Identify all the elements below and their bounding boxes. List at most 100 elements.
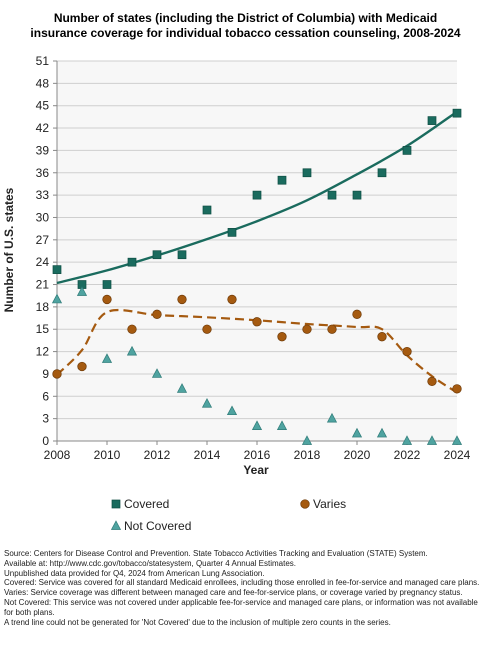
varies-trend-line — [56, 308, 458, 394]
x-tick-label: 2018 — [294, 448, 321, 462]
covered-point — [52, 265, 62, 274]
footnote-line: Covered: Service was covered for all sta… — [4, 578, 480, 588]
covered-point — [377, 168, 387, 178]
varies-point — [52, 369, 62, 379]
x-tick-label: 2012 — [144, 448, 171, 462]
not-covered-point — [176, 383, 188, 393]
covered-point — [402, 146, 412, 155]
covered-point — [177, 250, 187, 260]
not-covered-point — [201, 397, 213, 408]
y-tick-label: 27 — [36, 233, 50, 247]
y-tick-label: 9 — [42, 367, 49, 381]
footnote-line: Not Covered: This service was not covere… — [4, 597, 478, 617]
not-covered-point — [426, 435, 438, 445]
y-tick-label: 0 — [42, 434, 49, 448]
y-tick-label: 42 — [36, 121, 50, 135]
varies-point — [127, 324, 137, 334]
data-points — [51, 108, 463, 445]
varies-point — [77, 361, 87, 372]
y-tick-label: 15 — [36, 322, 50, 336]
footnotes: Source: Centers for Disease Control and … — [4, 549, 488, 627]
y-tick-label: 24 — [36, 255, 50, 269]
chart-title: Number of states (including the District… — [0, 11, 491, 41]
covered-point — [302, 168, 312, 178]
x-tick-label: 2014 — [194, 448, 221, 462]
y-tick-label: 48 — [36, 76, 50, 90]
varies-legend-label: Varies — [313, 497, 346, 511]
x-tick-label: 2010 — [94, 448, 121, 462]
not-covered-point — [401, 435, 413, 445]
y-tick-label: 6 — [42, 389, 49, 403]
covered-point — [327, 190, 337, 200]
footnote-line: A trend line could not be generated for … — [4, 617, 391, 627]
y-tick-label: 51 — [36, 54, 50, 68]
footnote-line: Available at: http://www.cdc.gov/tobacco… — [4, 558, 296, 568]
varies-point — [277, 332, 287, 342]
x-axis-title: Year — [243, 463, 269, 477]
not-covered-point — [376, 427, 388, 438]
covered-point — [352, 190, 362, 200]
covered-legend-marker — [111, 499, 121, 509]
varies-point — [352, 309, 362, 319]
y-tick-label: 21 — [36, 278, 50, 292]
varies-point — [302, 324, 312, 334]
varies-point — [427, 376, 437, 387]
footnote-line: Varies: Service coverage was different b… — [4, 588, 463, 598]
varies-point — [452, 384, 462, 394]
legend: Covered Varies Not Covered — [110, 497, 346, 533]
varies-point — [377, 332, 387, 342]
covered-point — [252, 190, 262, 200]
not-covered-point — [226, 405, 238, 416]
covered-point — [152, 250, 162, 260]
covered-point — [227, 228, 237, 237]
varies-point — [327, 324, 337, 334]
y-tick-label: 30 — [36, 210, 50, 224]
varies-point — [102, 294, 112, 305]
covered-point — [427, 116, 437, 125]
x-tick-label: 2008 — [44, 448, 71, 462]
not-covered-point — [326, 412, 338, 423]
x-tick-label: 2020 — [344, 448, 371, 462]
y-tick-label: 18 — [36, 300, 50, 314]
plot-background — [57, 61, 457, 441]
varies-point — [402, 346, 412, 357]
varies-point — [152, 309, 162, 319]
footnote-line: Unpublished data provided for Q4, 2024 f… — [4, 568, 265, 578]
varies-point — [227, 294, 237, 305]
not-covered-point — [101, 353, 113, 363]
varies-point — [202, 324, 212, 334]
not-covered-point — [76, 286, 88, 296]
y-tick-label: 3 — [42, 412, 49, 426]
covered-point — [127, 257, 137, 267]
y-tick-label: 36 — [36, 166, 50, 180]
y-tick-label: 12 — [36, 345, 50, 359]
y-tick-label: 45 — [36, 99, 50, 113]
trend-lines — [56, 110, 458, 394]
y-tick-label: 39 — [36, 143, 50, 157]
y-axis-title: Number of U.S. states — [2, 187, 16, 312]
chart-title-line-2: insurance coverage for individual tobacc… — [30, 26, 461, 40]
not-covered-point — [276, 420, 288, 430]
not-covered-legend-marker — [110, 520, 122, 530]
varies-legend-marker — [300, 499, 310, 509]
chart-title-line-1: Number of states (including the District… — [53, 11, 438, 25]
covered-trend-line — [56, 110, 458, 285]
covered-point — [277, 175, 287, 185]
covered-legend-label: Covered — [124, 497, 169, 511]
not-covered-point — [351, 427, 363, 438]
x-tick-label: 2024 — [444, 448, 471, 462]
not-covered-point — [451, 435, 463, 445]
not-covered-legend-label: Not Covered — [124, 519, 191, 533]
x-tick-label: 2016 — [244, 448, 271, 462]
not-covered-point — [301, 435, 313, 445]
x-tick-label: 2022 — [394, 448, 421, 462]
covered-point — [202, 205, 212, 215]
y-tick-label: 33 — [36, 188, 50, 202]
varies-point — [252, 317, 262, 327]
not-covered-point — [251, 420, 263, 430]
covered-point — [452, 108, 462, 118]
varies-point — [177, 294, 187, 305]
covered-point — [102, 280, 112, 289]
